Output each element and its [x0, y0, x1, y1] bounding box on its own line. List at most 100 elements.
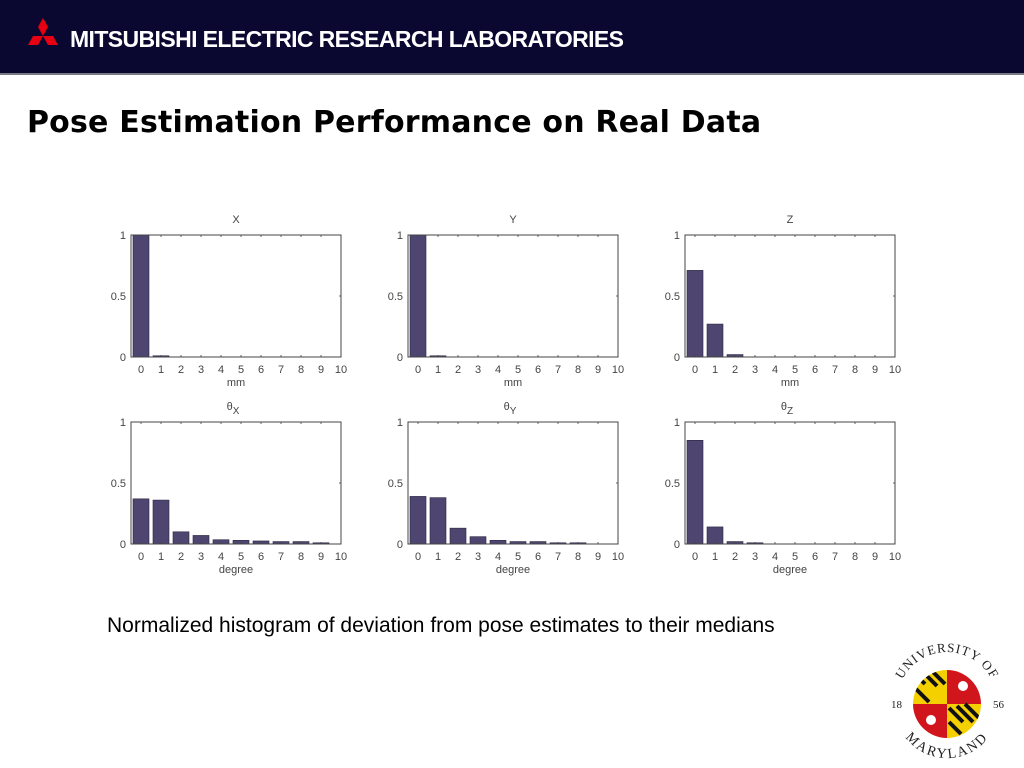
x-tick-label: 2 [178, 364, 184, 376]
x-axis-label: degree [496, 564, 530, 576]
x-tick-label: 0 [415, 364, 421, 376]
x-tick-label: 5 [792, 551, 798, 563]
seal-year-left: 18 [891, 699, 903, 711]
x-tick-label: 7 [278, 364, 284, 376]
x-tick-label: 6 [535, 364, 541, 376]
x-tick-label: 6 [258, 551, 264, 563]
x-tick-label: 3 [752, 551, 758, 563]
histogram-bar [706, 323, 724, 358]
x-tick-label: 8 [852, 551, 858, 563]
y-tick-label: 1 [120, 230, 126, 242]
y-tick-label: 0 [674, 352, 680, 364]
x-tick-label: 4 [495, 551, 501, 563]
x-tick-label: 4 [772, 364, 778, 376]
x-tick-label: 5 [238, 364, 244, 376]
slide-title: Pose Estimation Performance on Real Data [27, 105, 762, 140]
x-tick-label: 5 [238, 551, 244, 563]
histogram-panel: 0 1 2 3 4 5 6 7 8 9 10 0 0.5 1 mm X [111, 214, 347, 389]
x-tick-label: 9 [872, 364, 878, 376]
slide-caption: Normalized histogram of deviation from p… [107, 614, 775, 637]
y-tick-label: 0 [397, 539, 403, 551]
chart-title-subscript: X [233, 406, 240, 417]
x-tick-label: 8 [852, 364, 858, 376]
mitsubishi-three-diamonds-icon [28, 18, 58, 45]
histogram-bar [429, 497, 447, 545]
x-axis-label: mm [781, 377, 799, 389]
x-tick-label: 1 [158, 364, 164, 376]
x-tick-label: 10 [335, 551, 347, 563]
x-tick-label: 10 [335, 364, 347, 376]
y-tick-label: 0.5 [111, 291, 126, 303]
x-tick-label: 10 [612, 551, 624, 563]
x-tick-label: 2 [455, 551, 461, 563]
x-tick-label: 0 [692, 364, 698, 376]
x-tick-label: 5 [515, 551, 521, 563]
y-tick-label: 1 [674, 230, 680, 242]
x-tick-label: 7 [555, 551, 561, 563]
x-tick-label: 4 [495, 364, 501, 376]
x-axis-label: mm [504, 377, 522, 389]
x-axis-label: degree [219, 564, 253, 576]
x-axis-label: degree [773, 564, 807, 576]
maryland-flag-globe-icon [913, 670, 981, 738]
x-tick-label: 3 [475, 364, 481, 376]
x-tick-label: 10 [889, 364, 901, 376]
histogram-panel: 0 1 2 3 4 5 6 7 8 9 10 0 0.5 1 degree θX [111, 401, 347, 576]
x-tick-label: 1 [435, 551, 441, 563]
x-tick-label: 6 [258, 364, 264, 376]
x-tick-label: 8 [575, 364, 581, 376]
x-tick-label: 4 [772, 551, 778, 563]
histogram-bar [686, 270, 704, 358]
y-tick-label: 0.5 [665, 478, 680, 490]
plot-frame [130, 234, 342, 358]
x-tick-label: 8 [575, 551, 581, 563]
chart-title-subscript: Z [787, 406, 793, 417]
x-tick-label: 0 [415, 551, 421, 563]
histogram-bar [686, 439, 704, 545]
x-tick-label: 3 [475, 551, 481, 563]
x-tick-label: 9 [318, 364, 324, 376]
histogram-bar [409, 234, 427, 358]
y-tick-label: 0 [674, 539, 680, 551]
seal-year-right: 56 [993, 699, 1005, 711]
organization-name: MITSUBISHI ELECTRIC RESEARCH LABORATORIE… [70, 26, 624, 52]
x-tick-label: 2 [732, 364, 738, 376]
histogram-panel: 0 1 2 3 4 5 6 7 8 9 10 0 0.5 1 degree θY [388, 401, 624, 576]
header-banner: MITSUBISHI ELECTRIC RESEARCH LABORATORIE… [0, 0, 1024, 75]
histogram-panel: 0 1 2 3 4 5 6 7 8 9 10 0 0.5 1 mm Y [388, 214, 624, 389]
chart-title: Y [509, 214, 517, 226]
x-tick-label: 0 [138, 551, 144, 563]
y-tick-label: 0 [397, 352, 403, 364]
y-tick-label: 0 [120, 352, 126, 364]
x-tick-label: 8 [298, 551, 304, 563]
x-tick-label: 1 [435, 364, 441, 376]
x-tick-label: 4 [218, 364, 224, 376]
x-tick-label: 4 [218, 551, 224, 563]
y-tick-label: 1 [397, 417, 403, 429]
x-tick-label: 3 [752, 364, 758, 376]
x-tick-label: 7 [555, 364, 561, 376]
x-tick-label: 0 [692, 551, 698, 563]
x-tick-label: 6 [812, 551, 818, 563]
y-tick-label: 0.5 [388, 478, 403, 490]
y-tick-label: 1 [120, 417, 126, 429]
chart-title: θY [504, 401, 517, 417]
x-tick-label: 0 [138, 364, 144, 376]
x-tick-label: 2 [178, 551, 184, 563]
x-tick-label: 1 [158, 551, 164, 563]
histogram-bar [132, 498, 150, 545]
x-tick-label: 10 [612, 364, 624, 376]
chart-title: Z [787, 214, 794, 226]
x-tick-label: 5 [792, 364, 798, 376]
histogram-bar [132, 234, 150, 358]
y-tick-label: 0 [120, 539, 126, 551]
x-tick-label: 9 [595, 551, 601, 563]
x-tick-label: 6 [535, 551, 541, 563]
x-tick-label: 7 [832, 364, 838, 376]
chart-title: θZ [781, 401, 793, 417]
x-tick-label: 7 [832, 551, 838, 563]
x-tick-label: 2 [732, 551, 738, 563]
x-tick-label: 5 [515, 364, 521, 376]
x-tick-label: 1 [712, 364, 718, 376]
